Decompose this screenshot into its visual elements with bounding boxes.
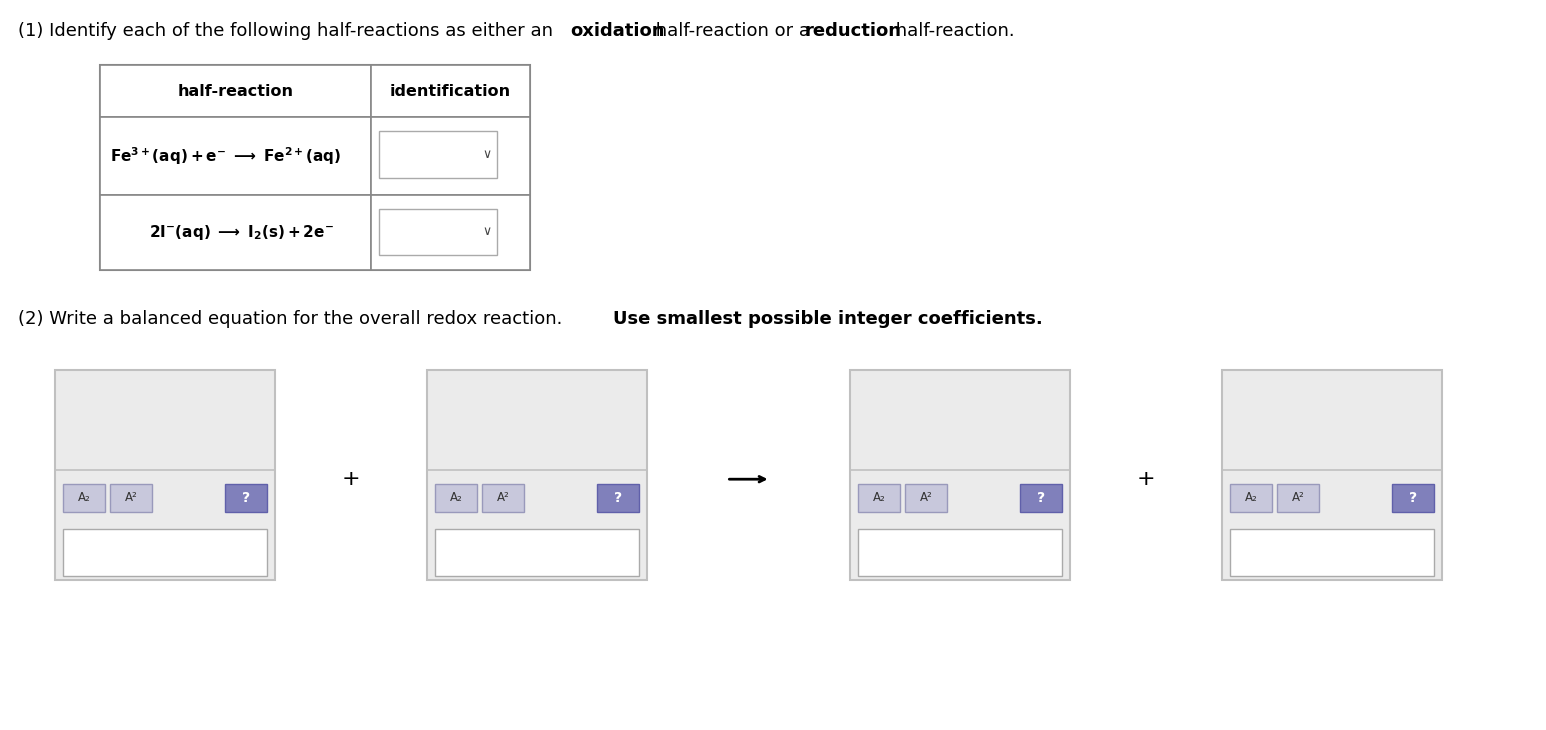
Text: A₂: A₂ [1245,491,1257,504]
Text: A₂: A₂ [872,491,886,504]
Text: ∨: ∨ [482,148,492,161]
Bar [434,529,638,576]
Bar [904,483,948,512]
Text: ?: ? [241,491,250,504]
Text: half-reaction: half-reaction [178,83,294,99]
Text: A²: A² [496,491,509,504]
Bar [100,117,371,195]
Text: (2) Write a balanced equation for the overall redox reaction.: (2) Write a balanced equation for the ov… [19,310,567,328]
Text: +: + [1136,469,1155,489]
Text: half-reaction.: half-reaction. [890,22,1014,40]
Bar [850,370,1070,580]
Bar [482,483,524,512]
Bar [371,195,530,270]
Text: +: + [342,469,360,489]
Bar [100,195,371,270]
Text: A²: A² [1291,491,1305,504]
Bar [427,370,646,580]
Text: oxidation: oxidation [570,22,665,40]
Bar [434,483,478,512]
Bar [371,117,530,195]
Bar [1391,483,1435,512]
Text: ?: ? [1408,491,1418,504]
Text: A²: A² [125,491,138,504]
Bar [63,483,105,512]
Bar [379,209,496,255]
Bar [100,65,371,117]
Bar [1231,483,1272,512]
Text: identification: identification [390,83,512,99]
Bar [1277,483,1319,512]
Bar [1231,529,1435,576]
Bar [858,529,1062,576]
Bar [597,483,638,512]
Text: ?: ? [614,491,621,504]
Bar [110,483,152,512]
Text: $\mathbf{2I^{-}(aq)}$ $\mathbf{\longrightarrow}$ $\mathbf{I_{2}(s) + 2e^{-}}$: $\mathbf{2I^{-}(aq)}$ $\mathbf{\longrigh… [148,223,334,242]
Bar [1020,483,1062,512]
Text: A₂: A₂ [77,491,90,504]
Bar [56,370,275,580]
Text: reduction: reduction [805,22,901,40]
Bar [226,483,267,512]
Bar [379,131,496,178]
Text: $\mathbf{Fe^{3+}(aq) + e^{-}}$ $\mathbf{\longrightarrow}$ $\mathbf{Fe^{2+}(aq)}$: $\mathbf{Fe^{3+}(aq) + e^{-}}$ $\mathbf{… [110,145,340,167]
Bar [63,529,267,576]
Text: (1) Identify each of the following half-reactions as either an: (1) Identify each of the following half-… [19,22,558,40]
Bar [100,65,530,270]
Text: ?: ? [1037,491,1045,504]
Text: A₂: A₂ [450,491,462,504]
Bar [371,65,530,117]
Text: half-reaction or a: half-reaction or a [649,22,816,40]
Bar [1221,370,1442,580]
Text: A²: A² [920,491,932,504]
Text: ∨: ∨ [482,226,492,239]
Text: Use smallest possible integer coefficients.: Use smallest possible integer coefficien… [614,310,1042,328]
Bar [858,483,900,512]
